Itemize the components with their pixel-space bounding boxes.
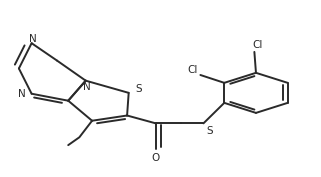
Text: Cl: Cl xyxy=(187,65,198,75)
Text: Cl: Cl xyxy=(252,40,263,50)
Text: O: O xyxy=(152,153,160,163)
Text: N: N xyxy=(83,82,91,92)
Text: S: S xyxy=(135,84,142,93)
Text: N: N xyxy=(18,89,26,99)
Text: N: N xyxy=(29,34,37,44)
Text: S: S xyxy=(206,126,213,136)
